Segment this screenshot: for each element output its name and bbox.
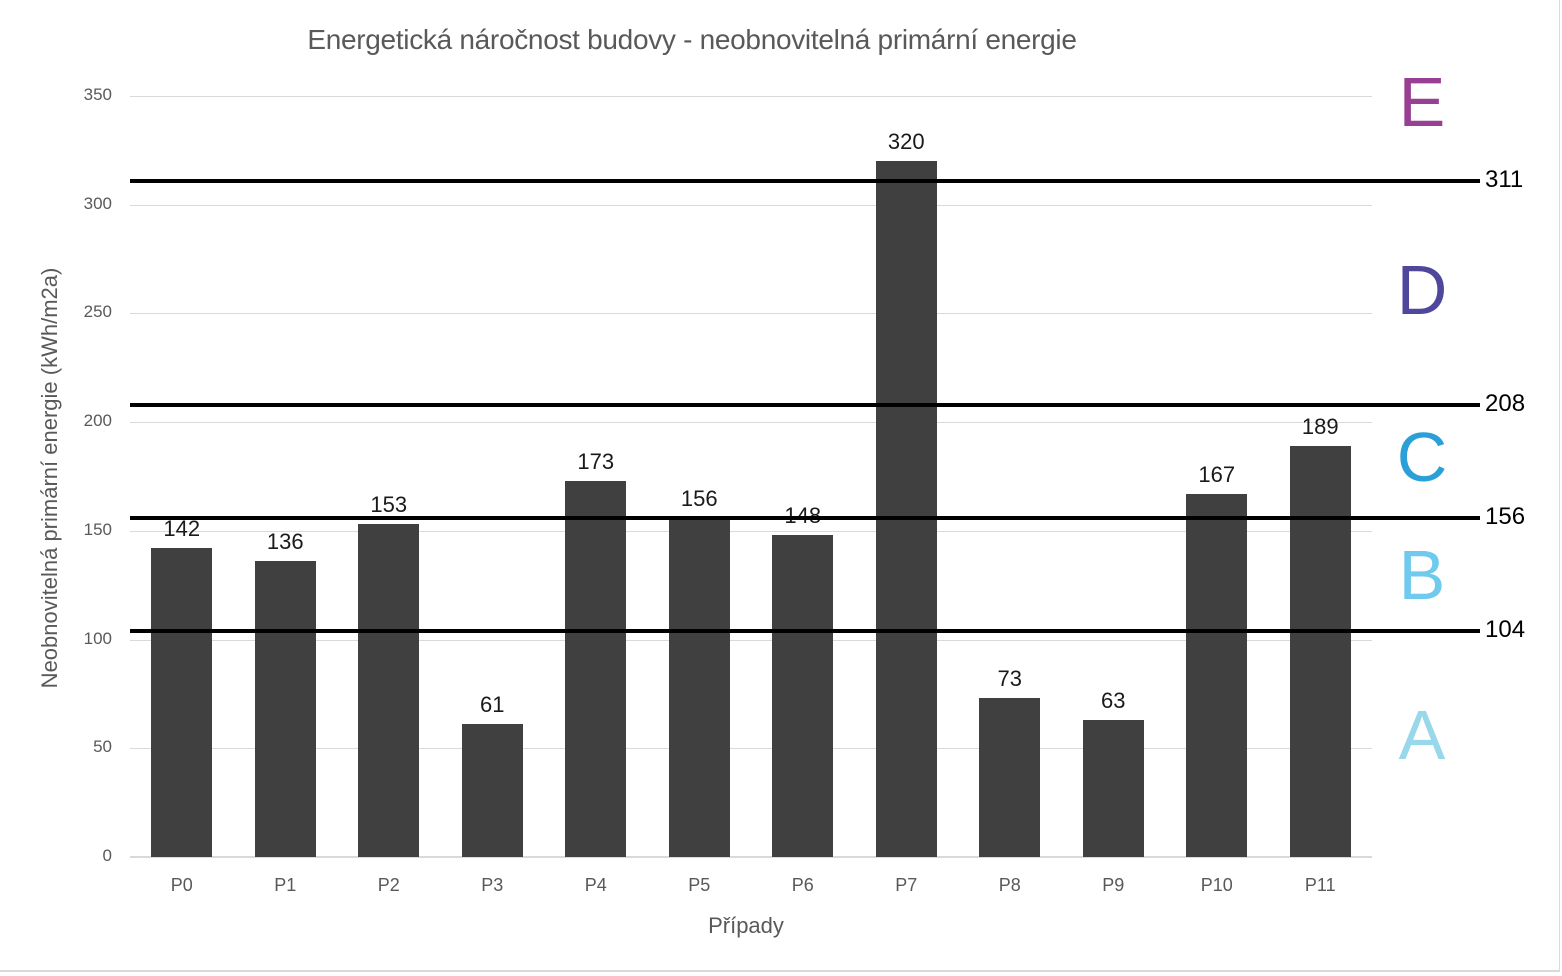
- bar: [461, 724, 523, 857]
- data-label: 73: [997, 666, 1022, 692]
- data-label: 173: [577, 448, 615, 474]
- threshold-label: 104: [1485, 616, 1526, 643]
- gridline: [130, 313, 1372, 314]
- energy-class-label: A: [1398, 696, 1446, 774]
- x-axis-line: [130, 856, 1372, 858]
- gridline: [130, 531, 1372, 532]
- gridline: [130, 422, 1372, 423]
- energy-class-label: C: [1396, 418, 1448, 496]
- threshold-line: [130, 629, 1480, 633]
- x-tick-label: P3: [481, 875, 504, 895]
- gridline: [130, 205, 1372, 206]
- data-label: 189: [1301, 414, 1339, 440]
- bar: [1289, 446, 1351, 857]
- data-label: 63: [1101, 688, 1126, 714]
- data-label: 156: [680, 485, 718, 511]
- y-tick-label: 50: [93, 737, 112, 756]
- y-tick-label: 300: [83, 194, 112, 213]
- x-tick-label: P2: [377, 875, 400, 895]
- data-label: 148: [753, 503, 853, 529]
- x-tick-label: P8: [998, 875, 1021, 895]
- bar: [979, 698, 1041, 857]
- data-label: 153: [370, 492, 408, 518]
- threshold-line: [130, 516, 1480, 520]
- gridline: [130, 96, 1372, 97]
- bar: [151, 548, 213, 857]
- y-axis-label: Neobnovitelná primární energie (kWh/m2a): [37, 267, 62, 689]
- energy-class-label: B: [1398, 536, 1446, 614]
- bar: [254, 561, 316, 857]
- data-label: 320: [887, 129, 925, 155]
- bar: [565, 480, 627, 857]
- x-tick-label: P9: [1102, 875, 1125, 895]
- y-tick-label: 150: [83, 520, 112, 539]
- bar: [358, 524, 420, 857]
- y-tick-label: 100: [83, 629, 112, 648]
- x-tick-label: P4: [584, 875, 607, 895]
- bar: [668, 517, 730, 857]
- gridline: [130, 640, 1372, 641]
- threshold-line: [130, 179, 1480, 183]
- energy-class-label: E: [1398, 63, 1446, 141]
- threshold-label: 208: [1485, 390, 1526, 417]
- x-tick-label: P5: [688, 875, 711, 895]
- y-tick-label: 350: [83, 85, 112, 104]
- data-label: 167: [1198, 461, 1236, 487]
- data-label: 61: [480, 692, 505, 718]
- data-label: 136: [266, 529, 304, 555]
- gridline: [130, 748, 1372, 749]
- x-tick-label: P1: [274, 875, 297, 895]
- bar: [772, 535, 834, 857]
- x-tick-label: P0: [170, 875, 193, 895]
- threshold-label: 156: [1485, 503, 1526, 530]
- x-tick-label: P7: [895, 875, 918, 895]
- y-tick-label: 0: [102, 846, 112, 865]
- x-tick-label: P10: [1200, 875, 1233, 895]
- chart-title: Energetická náročnost budovy - neobnovit…: [307, 24, 1077, 55]
- data-label: 142: [163, 516, 201, 542]
- energy-class-label: D: [1396, 251, 1448, 329]
- threshold-line: [130, 403, 1480, 407]
- x-tick-label: P6: [791, 875, 814, 895]
- bar: [1186, 493, 1248, 857]
- x-axis-label: Případy: [708, 913, 784, 938]
- threshold-label: 311: [1485, 166, 1524, 193]
- bar: [875, 161, 937, 857]
- x-tick-label: P11: [1304, 875, 1336, 895]
- y-tick-label: 200: [83, 411, 112, 430]
- bar: [1082, 720, 1144, 857]
- y-tick-label: 250: [83, 302, 112, 321]
